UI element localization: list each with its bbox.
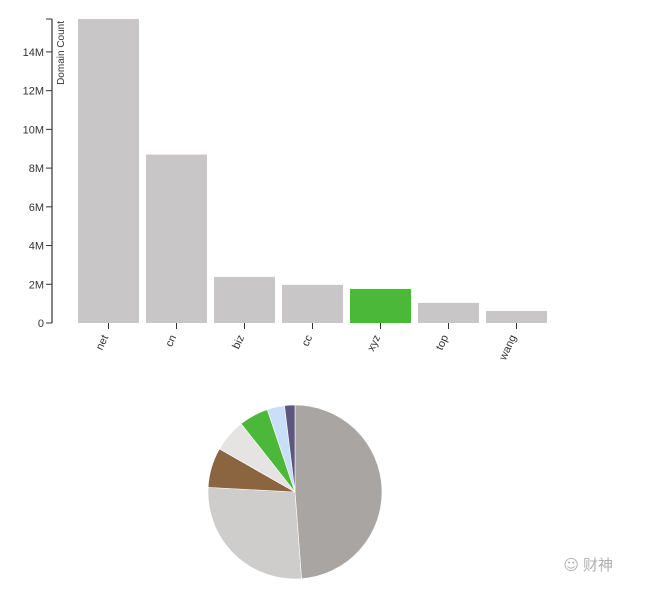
- x-tick-label-cc: cc: [300, 333, 316, 348]
- bar-xyz: [350, 288, 411, 323]
- y-tick-label: 8M: [29, 163, 44, 175]
- watermark-text: 财神: [582, 556, 613, 574]
- pie-slice-net: [294, 404, 383, 580]
- y-tick-label: 0: [38, 318, 44, 330]
- x-tick-label-wang: wang: [497, 333, 519, 363]
- wechat-icon: ☺: [563, 555, 579, 574]
- x-tick-label-net: net: [94, 333, 111, 352]
- x-tick-label-cn: cn: [163, 333, 179, 349]
- y-tick-label: 10M: [23, 124, 44, 136]
- x-tick-label-top: top: [434, 333, 451, 352]
- y-tick-label: 14M: [23, 47, 44, 59]
- bar-biz: [214, 276, 275, 323]
- bar-cn: [146, 154, 207, 323]
- pie-slice-wang: [284, 404, 296, 493]
- y-tick-label: 12M: [23, 86, 44, 98]
- y-tick-label: 2M: [29, 279, 44, 291]
- pie-slice-cn: [207, 487, 302, 580]
- y-tick-label: 6M: [29, 202, 44, 214]
- y-axis-label: Domain Count: [56, 21, 67, 85]
- bar-wang: [486, 310, 547, 323]
- y-tick-label: 4M: [29, 241, 44, 253]
- watermark: ☺ 财神: [563, 554, 613, 575]
- bar-cc: [282, 284, 343, 323]
- x-tick-label-xyz: xyz: [365, 333, 383, 353]
- x-tick-label-biz: biz: [230, 333, 247, 351]
- bar-net: [78, 19, 139, 323]
- bar-top: [418, 302, 479, 323]
